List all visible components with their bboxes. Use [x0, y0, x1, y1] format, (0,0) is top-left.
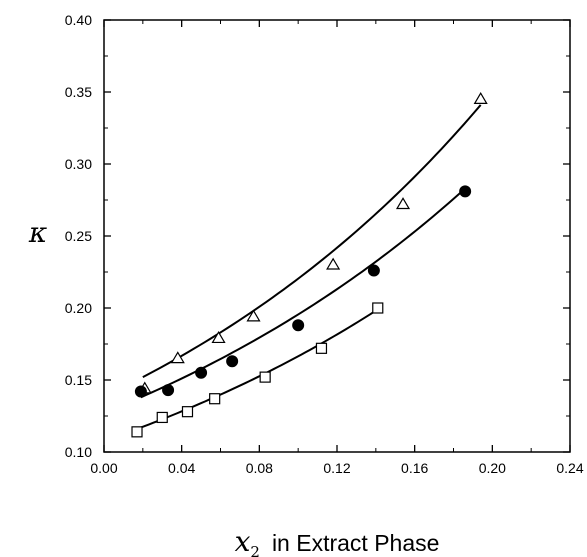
square-marker [181, 406, 194, 418]
triangle-marker [170, 351, 185, 364]
circle-marker [134, 385, 147, 398]
fit-curves [136, 104, 482, 430]
circle-marker [367, 264, 380, 277]
x-tick-label: 0.04 [168, 460, 195, 476]
square-marker [315, 342, 328, 354]
fit-curve [142, 104, 482, 379]
square-marker [372, 302, 384, 314]
circle-marker [292, 319, 305, 332]
square-marker [131, 426, 143, 438]
x-tick-label: 0.24 [556, 460, 583, 476]
triangle-marker [473, 92, 488, 105]
square-marker [209, 393, 221, 405]
y-tick-label: 0.10 [65, 444, 92, 460]
x-axis-label-text: in Extract Phase [272, 530, 439, 556]
y-tick-label: 0.30 [65, 156, 92, 172]
circle-marker [459, 185, 472, 198]
x-tick-label: 0.00 [90, 460, 117, 476]
y-tick-label: 0.15 [65, 372, 92, 388]
axis-ticks: 0.00 0.04 0.08 0.12 0.16 0.20 0.24 0.10 0.15 0.20… [65, 12, 584, 476]
circle-marker [226, 355, 239, 368]
plot-frame [103, 19, 571, 453]
y-tick-label: 0.35 [65, 84, 92, 100]
triangle-marker [246, 309, 261, 322]
x-tick-label: 0.20 [479, 460, 506, 476]
triangle-marker [211, 331, 226, 344]
triangle-marker [395, 197, 411, 210]
fit-curve [140, 187, 466, 399]
fit-curve [136, 308, 379, 430]
y-tick-label: 0.40 [65, 12, 92, 28]
x-tick-label: 0.16 [401, 460, 428, 476]
x-tick-label: 0.12 [323, 460, 350, 476]
y-tick-label: 0.25 [65, 228, 92, 244]
x-axis-label: x2 in Extract Phase [235, 525, 440, 557]
data-markers [131, 92, 488, 438]
x-tick-label: 0.08 [246, 460, 273, 476]
x-axis-label-subscript: 2 [250, 543, 260, 557]
square-marker [259, 371, 271, 383]
triangle-marker [326, 257, 341, 270]
circle-marker [162, 384, 175, 397]
circle-marker [195, 366, 208, 379]
x-axis-label-symbol: x [235, 525, 251, 557]
y-tick-label: 0.20 [65, 300, 92, 316]
y-axis-label: κ [28, 216, 47, 249]
square-marker [156, 411, 168, 424]
